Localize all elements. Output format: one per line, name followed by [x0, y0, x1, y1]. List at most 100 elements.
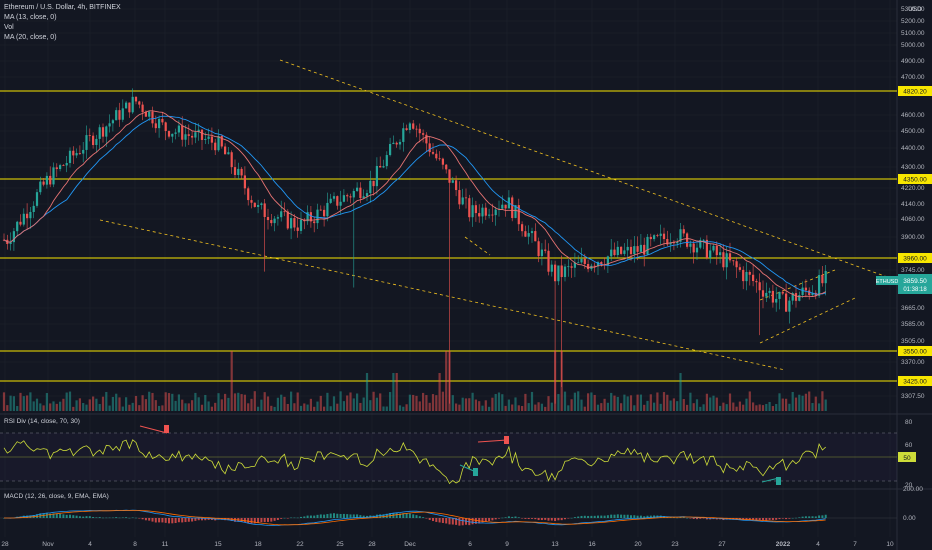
candle-body — [494, 209, 497, 216]
volume-bar — [567, 405, 570, 411]
volume-bar — [666, 394, 669, 411]
candle-body — [468, 198, 471, 218]
time-axis-label: 9 — [505, 541, 509, 548]
volume-bar — [125, 397, 128, 411]
volume-bar — [42, 405, 45, 411]
volume-bar — [768, 401, 771, 411]
macd-hist-bar — [171, 518, 174, 524]
macd-hist-bar — [821, 515, 824, 518]
volume-bar — [85, 404, 88, 411]
time-axis[interactable]: 28 Nov 4 8 11 15 18 22 25 28 Dec 6 9 13 16 20 23 27 2022 4 7… — [1, 541, 894, 548]
volume-bar — [158, 405, 161, 411]
candle-body — [270, 220, 273, 224]
macd-axis: 200.00 0.00 — [903, 486, 923, 522]
candle-body — [682, 229, 685, 234]
macd-hist-bar — [52, 513, 55, 518]
candle-body — [204, 138, 207, 140]
macd-hist-bar — [702, 518, 705, 519]
candle-body — [804, 287, 807, 291]
macd-hist-bar — [125, 517, 128, 518]
candle-body — [679, 229, 682, 242]
candle-body — [214, 142, 217, 151]
candle-body — [821, 275, 824, 284]
candle-body — [402, 128, 405, 142]
price-tick-label: 3370.00 — [901, 359, 925, 366]
horizontal-levels — [0, 90, 897, 382]
macd-hist-bar — [102, 517, 104, 519]
macd-hist-bar — [290, 517, 293, 519]
volume-bar — [243, 394, 246, 411]
volume-bar — [577, 391, 580, 411]
candle-body — [672, 242, 675, 244]
volume-bar — [695, 399, 699, 411]
macd-hist-bar — [692, 518, 695, 519]
candle-body — [233, 167, 237, 175]
candle-body — [557, 265, 560, 282]
macd-hist-bar — [540, 518, 543, 521]
macd-hist-bar — [610, 514, 613, 518]
time-axis-label: 25 — [336, 541, 344, 548]
candle-body — [191, 135, 194, 138]
volume-bar — [461, 397, 464, 411]
volume-bar — [164, 392, 167, 411]
macd-hist-bar — [785, 518, 788, 520]
macd-hist-bar — [349, 514, 352, 518]
macd-hist-bar — [547, 518, 550, 521]
candle-body — [101, 127, 105, 137]
candle-body — [577, 262, 580, 264]
price-tick-label: 4700.00 — [901, 74, 925, 81]
candle-body — [171, 133, 174, 137]
candle-body — [422, 133, 425, 135]
macd-hist-bar — [144, 518, 147, 521]
macd-hist-bar — [158, 518, 161, 523]
macd-hist-bar — [471, 518, 474, 525]
macd-hist-bar — [679, 517, 682, 518]
macd-hist-bar — [303, 516, 306, 518]
volume-bar — [441, 391, 444, 411]
candle-body — [461, 197, 464, 205]
volume-bar — [484, 400, 487, 411]
time-axis-label: 7 — [853, 541, 857, 548]
macd-hist-bar — [507, 516, 510, 518]
price-axis[interactable]: 5300.00 5200.00 5100.00 5000.00 4900.00 4700.… — [901, 6, 925, 400]
macd-hist-bar — [814, 516, 817, 518]
candle-body — [451, 180, 454, 183]
candle-body — [567, 266, 570, 268]
macd-hist-bar — [501, 517, 504, 519]
candle-body — [415, 128, 418, 130]
candle-body — [517, 205, 520, 225]
volume-bar — [141, 395, 144, 411]
volume-bar — [504, 405, 507, 411]
volume-bar — [616, 396, 619, 411]
volume-bar — [623, 394, 626, 411]
volume-bar — [752, 402, 755, 411]
macd-hist-bar — [494, 518, 497, 520]
volume-bar — [455, 403, 458, 411]
candle-body — [798, 295, 801, 301]
candle-body — [488, 214, 491, 216]
candle-body — [686, 233, 689, 247]
macd-hist-bar — [550, 518, 553, 521]
volume-bar — [270, 405, 273, 411]
volume-bar — [118, 397, 121, 411]
macd-hist-bar — [108, 517, 111, 519]
volume-bar — [521, 405, 524, 411]
candle-body — [606, 256, 609, 266]
macd-hist-bar — [438, 518, 441, 523]
macd-hist-bar — [762, 518, 764, 521]
price-tick-label: 4060.00 — [901, 216, 925, 223]
lower-trendline — [99, 219, 786, 371]
macd-hist-bar — [187, 518, 190, 522]
candle-body — [105, 126, 108, 137]
candle-body — [593, 265, 596, 267]
candle-body — [745, 271, 748, 282]
volume-bar — [742, 404, 745, 411]
volume-bar — [332, 396, 336, 411]
candle-body — [540, 249, 543, 257]
volume-bar — [468, 398, 471, 411]
candle-body — [210, 136, 213, 143]
candle-body — [662, 233, 666, 240]
price-tick-label: 3307.50 — [901, 393, 925, 400]
candle-body — [471, 205, 474, 218]
